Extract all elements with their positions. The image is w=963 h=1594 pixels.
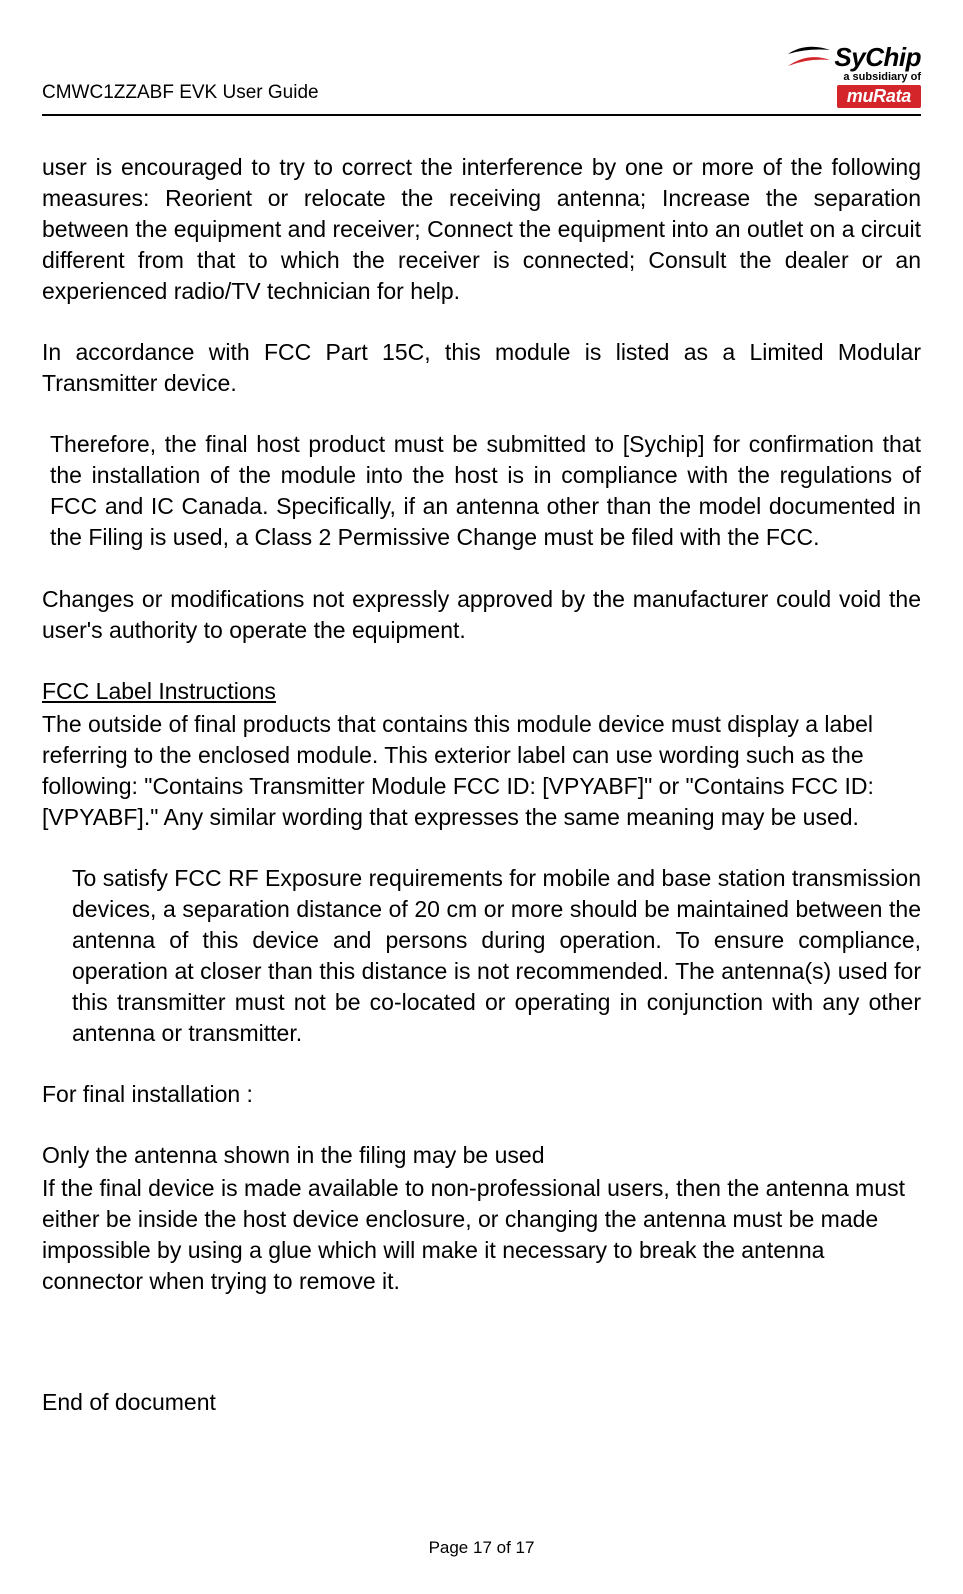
page-footer: Page 17 of 17 <box>0 1538 963 1558</box>
end-of-document: End of document <box>42 1387 921 1418</box>
paragraph-9: If the final device is made available to… <box>42 1173 921 1297</box>
paragraph-2: In accordance with FCC Part 15C, this mo… <box>42 337 921 399</box>
paragraph-5: The outside of final products that conta… <box>42 709 921 833</box>
header-rule <box>42 114 921 116</box>
body: user is encouraged to try to correct the… <box>42 152 921 1418</box>
subsidiary-text: a subsidiary of <box>843 72 921 83</box>
paragraph-7: For final installation : <box>42 1079 921 1110</box>
paragraph-1: user is encouraged to try to correct the… <box>42 152 921 307</box>
murata-logo: muRata <box>837 85 921 108</box>
heading-fcc-label: FCC Label Instructions <box>42 676 921 707</box>
doc-title: CMWC1ZZABF EVK User Guide <box>42 82 319 108</box>
paragraph-8: Only the antenna shown in the filing may… <box>42 1140 921 1171</box>
sychip-logo: SyChip <box>786 44 921 70</box>
sychip-text: SyChip <box>834 44 921 70</box>
paragraph-3: Therefore, the final host product must b… <box>42 429 921 553</box>
header: CMWC1ZZABF EVK User Guide SyChip a subsi… <box>42 44 921 114</box>
paragraph-4: Changes or modifications not expressly a… <box>42 584 921 646</box>
page: CMWC1ZZABF EVK User Guide SyChip a subsi… <box>0 0 963 1594</box>
paragraph-6: To satisfy FCC RF Exposure requirements … <box>42 863 921 1049</box>
swoosh-icon <box>786 46 832 68</box>
logo-block: SyChip a subsidiary of muRata <box>786 44 921 108</box>
